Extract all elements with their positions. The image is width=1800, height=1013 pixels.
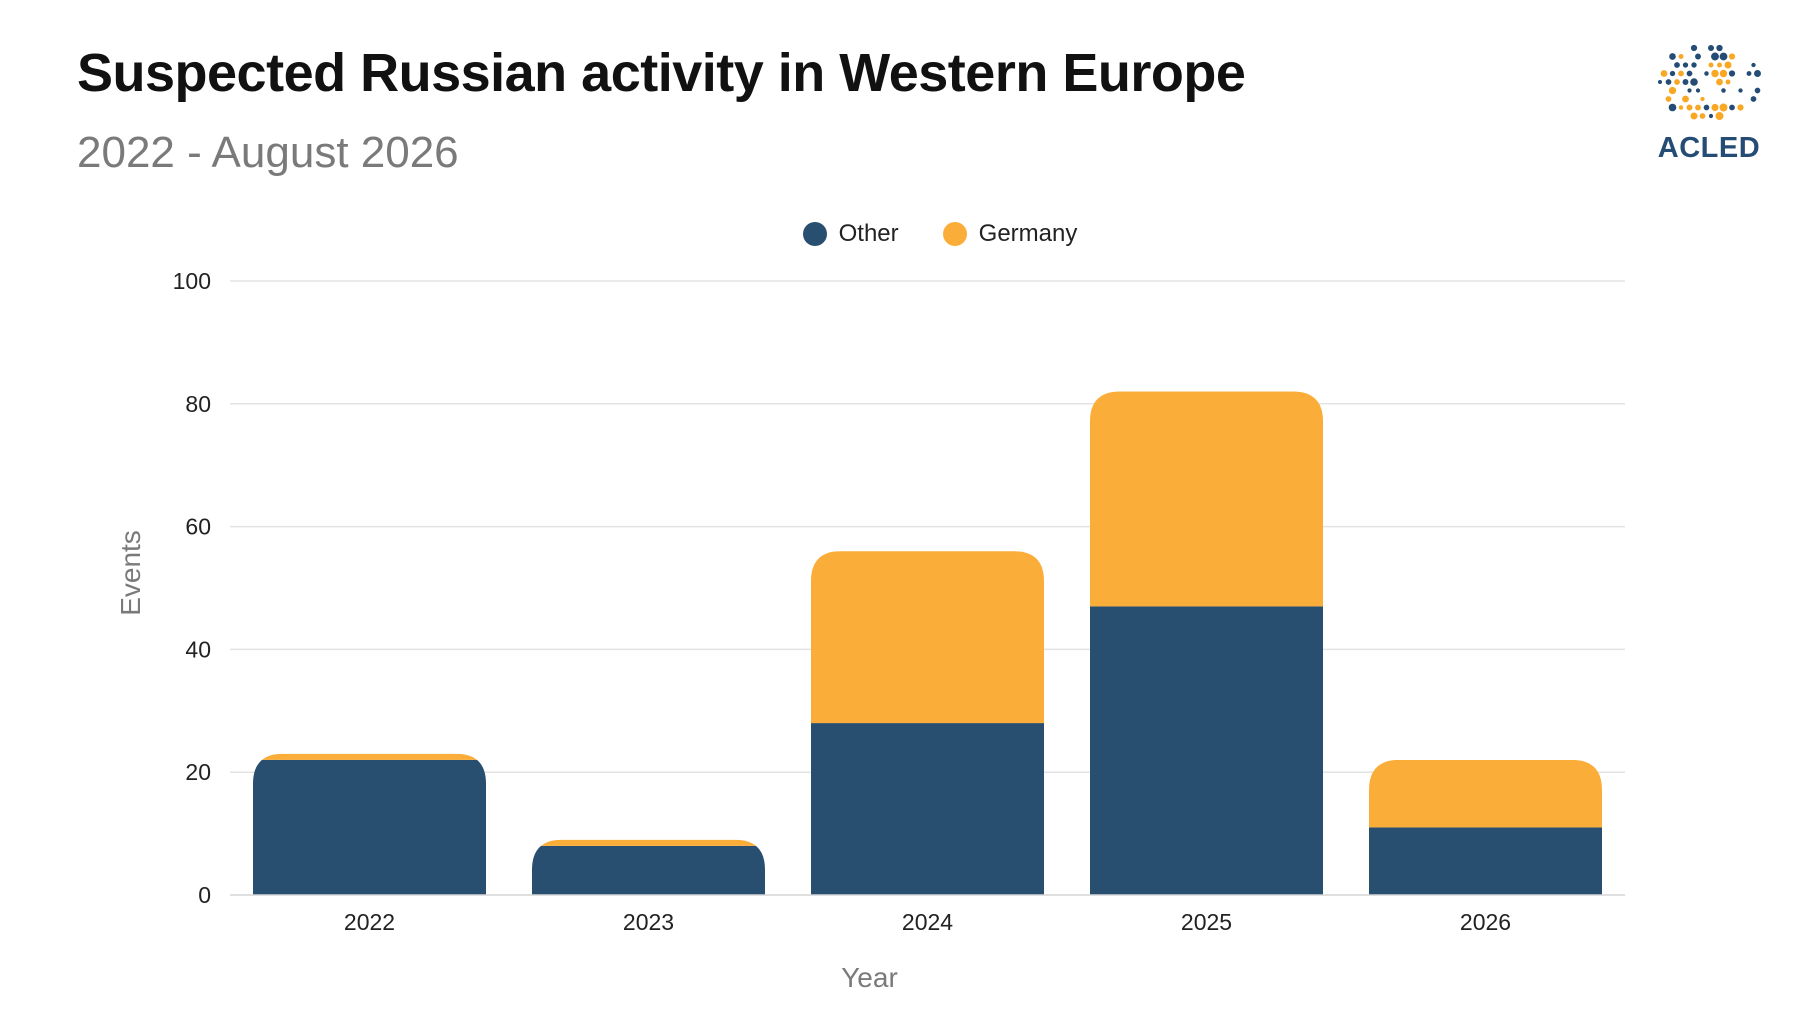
x-tick-label: 2024 [902, 909, 953, 935]
logo-dot [1669, 53, 1676, 60]
logo-dot [1746, 71, 1752, 76]
logo-dot [1700, 96, 1705, 102]
logo-dot [1754, 87, 1761, 94]
bar-stack-2026 [1369, 759, 1602, 895]
logo-dot [1754, 70, 1761, 77]
logo-dot [1716, 78, 1723, 86]
y-tick-label: 0 [198, 882, 211, 908]
legend-item-other[interactable]: Other [802, 220, 899, 248]
logo-dot [1668, 86, 1677, 95]
logo-dot [1707, 44, 1715, 52]
y-tick-label: 100 [173, 268, 211, 294]
logo-dot [1751, 62, 1756, 68]
bar-germany-2022 [253, 753, 486, 760]
bar-germany-2025 [1090, 391, 1323, 607]
chart-subtitle: 2022 - August 2026 [77, 128, 459, 177]
logo-dot [1737, 104, 1744, 111]
logo-dot [1665, 96, 1672, 102]
logo-dot [1717, 62, 1722, 68]
logo-dot [1721, 88, 1726, 93]
logo-dot [1711, 69, 1719, 78]
bar-germany-2024 [811, 551, 1044, 724]
logo-dot [1678, 70, 1684, 77]
logo-dot [1665, 79, 1672, 85]
logo-dot [1687, 88, 1692, 93]
x-tick-label: 2025 [1181, 909, 1232, 935]
legend-label: Other [838, 220, 899, 247]
acled-logo: ACLED [1650, 40, 1768, 165]
legend-label: Germany [978, 220, 1078, 247]
logo-dot [1686, 70, 1693, 77]
bar-stack-2023 [532, 839, 765, 895]
logo-dot [1690, 44, 1698, 52]
logo-dot [1711, 103, 1719, 112]
bar-germany-2023 [532, 839, 765, 846]
logo-dot [1695, 53, 1701, 60]
logo-dot [1728, 53, 1736, 60]
logo-dot [1690, 78, 1698, 86]
logo-dot [1711, 52, 1719, 61]
globe-dots-icon [1657, 44, 1761, 120]
logo-dot [1704, 71, 1709, 76]
logo-dot [1725, 79, 1731, 85]
bar-stack-2022 [253, 753, 486, 895]
logo-dot [1686, 104, 1693, 111]
chart-legend: Other Germany [0, 220, 1800, 248]
logo-dot [1691, 62, 1697, 68]
y-tick-label: 40 [185, 636, 211, 662]
bar-other-2026 [1369, 827, 1602, 895]
logo-dot [1715, 112, 1724, 120]
logo-dot [1695, 88, 1701, 93]
logo-dot [1703, 104, 1710, 111]
legend-swatch-icon [802, 222, 827, 246]
logo-dot [1708, 62, 1714, 68]
chart-title: Suspected Russian activity in Western Eu… [77, 43, 1246, 103]
y-tick-label: 20 [185, 759, 211, 785]
legend-swatch-icon [942, 222, 967, 246]
logo-dot [1674, 62, 1680, 68]
logo-dot [1719, 69, 1728, 78]
logo-dot [1669, 70, 1676, 77]
y-tick-label: 80 [185, 391, 211, 417]
logo-dot [1678, 54, 1684, 59]
logo-dot [1716, 44, 1723, 52]
x-tick-label: 2026 [1460, 909, 1511, 935]
logo-dot [1728, 70, 1736, 77]
bar-germany-2026 [1369, 759, 1602, 828]
legend-item-germany[interactable]: Germany [942, 220, 1078, 248]
bar-other-2022 [253, 759, 486, 895]
logo-dot [1724, 61, 1732, 69]
logo-dot [1738, 88, 1743, 93]
logo-dot [1690, 112, 1698, 120]
bar-stack-2024 [811, 551, 1044, 895]
logo-dot [1719, 103, 1728, 112]
logo-text: ACLED [1657, 132, 1761, 164]
logo-dot [1750, 96, 1757, 102]
logo-dot [1668, 103, 1677, 112]
logo-dot [1682, 95, 1689, 103]
x-axis-title: Year [841, 962, 898, 993]
logo-dot [1660, 70, 1668, 77]
bar-other-2023 [532, 845, 765, 895]
bar-other-2024 [811, 723, 1044, 895]
x-tick-label: 2023 [623, 909, 674, 935]
logo-dot [1699, 113, 1706, 119]
logo-dot [1695, 104, 1701, 111]
y-axis-title: Events [115, 530, 146, 616]
y-tick-label: 60 [185, 514, 211, 540]
logo-dot [1708, 113, 1714, 119]
logo-dot [1719, 52, 1728, 61]
logo-dot [1657, 79, 1663, 85]
logo-dot [1674, 79, 1680, 85]
logo-dot [1682, 79, 1689, 85]
logo-dot [1682, 62, 1689, 68]
bar-stack-2025 [1090, 391, 1323, 895]
logo-dot [1678, 105, 1684, 110]
x-tick-label: 2022 [344, 909, 395, 935]
logo-dot [1729, 104, 1735, 111]
bar-other-2025 [1090, 606, 1323, 895]
